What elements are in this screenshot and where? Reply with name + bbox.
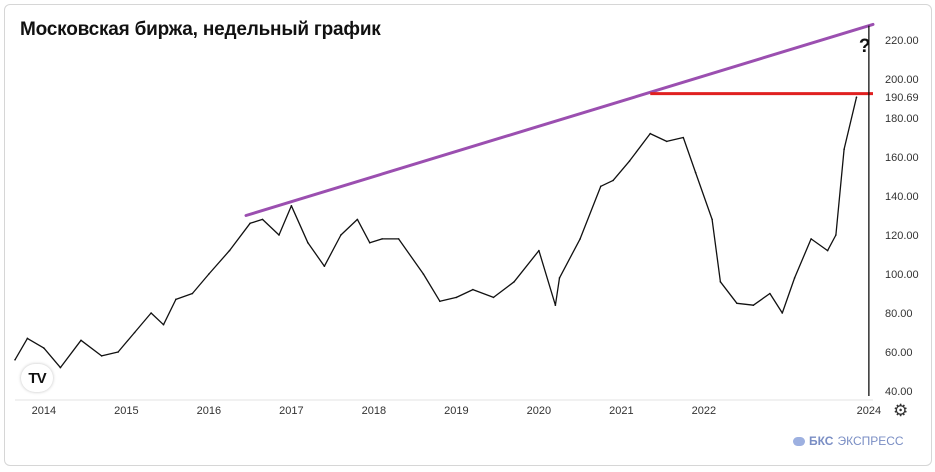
price-line [14, 97, 858, 369]
price-point [208, 273, 210, 275]
price-point [14, 359, 16, 361]
price-point [368, 242, 371, 244]
gear-icon[interactable]: ⚙ [893, 401, 909, 420]
x-tick-label: 2024 [857, 405, 881, 417]
price-point [397, 238, 400, 240]
price-point [711, 218, 713, 221]
chart-title: Московская биржа, недельный график [20, 19, 381, 40]
price-point [579, 238, 581, 240]
price-point [769, 292, 771, 295]
y-tick-label: 200.00 [885, 74, 919, 86]
x-tick-label: 2017 [279, 405, 303, 417]
price-point [736, 302, 738, 305]
y-tick-label: 40.00 [885, 386, 913, 398]
price-point [175, 298, 177, 301]
annotation-question: ? [859, 36, 871, 57]
price-point [191, 292, 194, 295]
price-point [307, 242, 309, 244]
price-point [323, 265, 326, 268]
price-point [719, 281, 722, 283]
price-point [455, 296, 458, 299]
price-point [682, 136, 685, 139]
price-point [612, 179, 614, 182]
price-point [558, 277, 561, 279]
price-point [810, 238, 812, 240]
brand-name-bold: БКС [809, 434, 834, 448]
trendline [244, 22, 875, 217]
price-point [162, 323, 165, 326]
price-point [150, 312, 152, 314]
y-tick-label: 160.00 [885, 152, 919, 164]
x-tick-label: 2022 [692, 405, 716, 417]
price-point [781, 312, 784, 314]
price-point [59, 366, 62, 369]
price-point [554, 304, 557, 307]
price-point [278, 234, 280, 236]
price-point [133, 331, 136, 334]
price-point [835, 234, 837, 236]
price-point [381, 238, 383, 240]
chart-frame [4, 4, 932, 466]
x-tick-label: 2014 [32, 405, 56, 417]
price-point [228, 249, 231, 252]
price-point [439, 300, 441, 303]
price-point [793, 277, 796, 279]
price-point [538, 249, 540, 252]
price-point [492, 296, 495, 299]
y-tick-label: 220.00 [885, 35, 919, 47]
x-tick-label: 2018 [362, 405, 386, 417]
x-tick-label: 2019 [444, 405, 468, 417]
y-tick-label: 60.00 [885, 347, 913, 359]
brand-logo: БКС ЭКСПРЕСС [793, 434, 904, 448]
price-point [43, 347, 45, 349]
y-tick-label: 180.00 [885, 113, 919, 125]
y-tick-label: 100.00 [885, 269, 919, 281]
price-point [665, 140, 668, 143]
price-point [513, 281, 515, 283]
price-point [290, 204, 293, 207]
price-point [340, 234, 342, 236]
price-point [599, 185, 602, 188]
x-tick-label: 2015 [114, 405, 138, 417]
price-point [117, 351, 119, 353]
brand-name-rest: ЭКСПРЕСС [837, 434, 904, 448]
price-point [472, 288, 474, 291]
current-price-label: 190.69 [885, 92, 919, 104]
price-point [694, 171, 697, 174]
price-point [843, 148, 845, 150]
x-tick-label: 2021 [609, 405, 633, 417]
y-tick-label: 80.00 [885, 308, 913, 320]
price-point [26, 337, 29, 340]
tradingview-logo-icon[interactable]: TV [21, 364, 53, 392]
price-point [826, 249, 829, 252]
y-tick-label: 140.00 [885, 191, 919, 203]
brand-dot-icon [793, 436, 805, 446]
y-tick-label: 120.00 [885, 230, 919, 242]
x-tick-label: 2020 [527, 405, 551, 417]
price-point [628, 160, 631, 162]
price-point [649, 132, 652, 135]
price-point [356, 218, 359, 221]
price-point [261, 218, 264, 221]
price-point [422, 273, 425, 275]
price-point [80, 339, 82, 342]
x-tick-label: 2016 [197, 405, 221, 417]
price-point [855, 96, 858, 98]
price-point [100, 355, 103, 357]
price-point [752, 304, 755, 307]
price-point [249, 222, 251, 225]
